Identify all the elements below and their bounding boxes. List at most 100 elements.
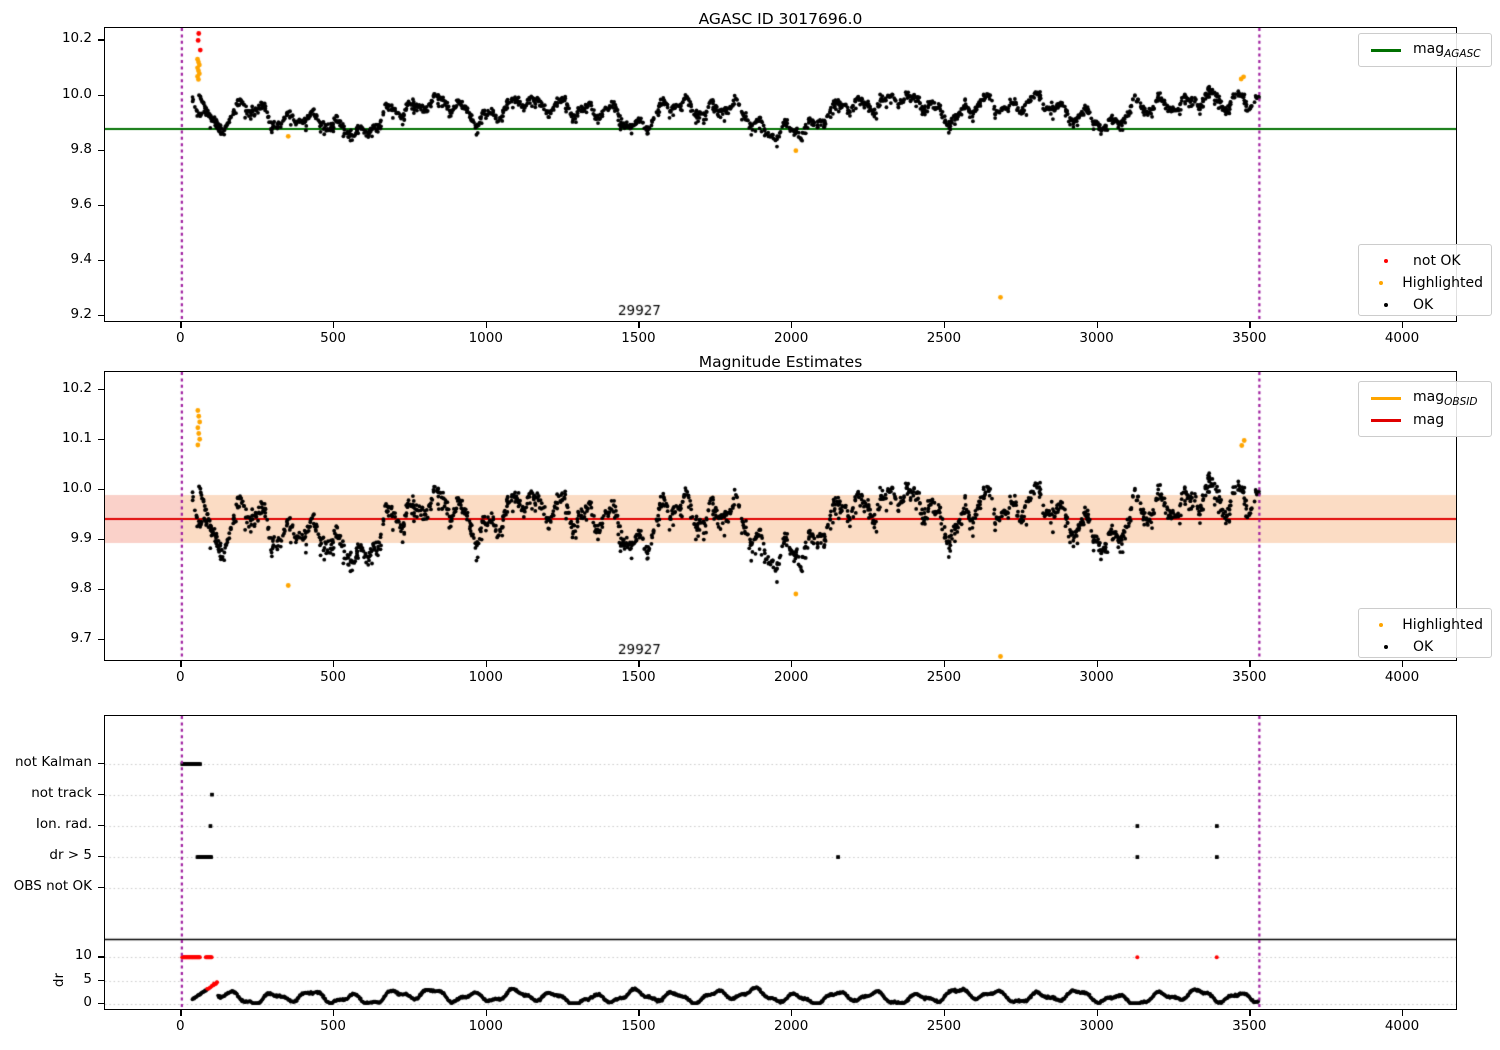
y-tick-label: 9.8 [70,140,92,157]
x-tick [1402,1010,1404,1016]
y-tick [98,438,104,440]
agasc-legend-lines[interactable]: magAGASC [1358,33,1492,67]
x-tick-label: 2000 [774,1018,809,1034]
flags-plot-area[interactable] [104,715,1457,1010]
x-tick [1249,661,1251,667]
y-tick [98,149,104,151]
legend-label: OK [1413,639,1434,655]
y-tick [98,259,104,262]
legend-item[interactable]: Highlighted [1367,614,1483,636]
agasc-legend-markers[interactable]: not OK Highlighted OK [1358,244,1492,316]
y-tick [98,887,104,889]
y-tick [98,315,104,317]
y-tick [98,638,104,640]
x-tick [1249,322,1251,328]
flag-category-label: not track [31,784,92,801]
x-tick [638,322,640,328]
x-tick-label: 2500 [926,1018,962,1034]
y-tick-label: 9.9 [70,529,92,546]
y-tick [98,204,104,206]
dr-tick-label: 5 [83,970,92,987]
y-tick-label: 10.1 [61,429,92,446]
x-tick-label: 3500 [1232,1018,1267,1034]
x-tick-label: 1500 [621,330,656,346]
y-tick [98,1003,104,1005]
x-tick [791,322,793,328]
x-tick-label: 500 [320,1018,346,1034]
x-tick [485,1010,487,1016]
x-tick-label: 3000 [1079,669,1114,685]
x-tick-label: 0 [176,330,185,346]
y-tick [98,39,104,41]
x-tick [1249,1010,1251,1016]
legend-label: Highlighted [1402,275,1483,291]
x-tick-label: 2500 [926,669,962,685]
y-tick-label: 10.2 [61,30,92,47]
x-tick [638,661,640,667]
magnitude-estimates-plot-area[interactable] [104,371,1457,661]
mag-obsid-line-swatch [1367,396,1405,400]
x-tick-label: 3000 [1079,1018,1114,1034]
x-tick-label: 4000 [1384,330,1420,346]
legend-item[interactable]: not OK [1367,250,1483,272]
x-tick [333,322,335,328]
x-tick [485,322,487,328]
legend-label: Highlighted [1402,617,1483,633]
legend-label: not OK [1413,253,1461,269]
x-tick-label: 3000 [1079,330,1114,346]
ok-dot-swatch [1367,303,1405,307]
flag-category-label: not Kalman [14,754,92,770]
highlighted-dot-swatch [1367,623,1394,627]
legend-item[interactable]: OK [1367,636,1483,658]
flag-category-label: OBS not OK [13,878,92,894]
y-tick-label: 9.6 [70,195,92,212]
legend-item[interactable]: magAGASC [1367,39,1483,61]
x-tick-label: 2500 [926,330,962,346]
y-tick-label: 9.2 [70,306,92,323]
x-tick [1096,661,1098,667]
y-tick-label: 9.8 [70,579,92,596]
x-tick-label: 4000 [1384,669,1420,685]
x-tick [943,1010,946,1016]
x-tick-label: 3500 [1232,330,1267,346]
x-tick-label: 0 [176,669,185,685]
x-tick-label: 500 [320,330,346,346]
x-tick-label: 3500 [1232,669,1267,685]
highlighted-dot-swatch [1367,281,1394,285]
x-tick [333,661,335,667]
legend-label: magOBSID [1413,388,1478,408]
y-tick [98,956,104,958]
x-tick [180,1010,182,1016]
flag-category-label: dr > 5 [49,847,92,863]
x-tick [943,322,946,328]
agasc-plot-area[interactable] [104,27,1457,322]
magnitude-legend-markers[interactable]: Highlighted OK [1358,608,1492,658]
x-tick-label: 1500 [621,669,656,685]
y-tick [98,538,104,540]
legend-item[interactable]: magOBSID [1367,387,1483,409]
y-tick-label: 10.0 [61,85,92,102]
legend-item[interactable]: mag [1367,409,1483,431]
y-tick-label: 10.2 [61,379,92,396]
x-tick-label: 1500 [621,1018,656,1034]
panel1-title: AGASC ID 3017696.0 [698,10,863,28]
y-tick-label: 9.7 [70,629,92,646]
mag-agasc-line-swatch [1367,48,1405,52]
x-tick-label: 0 [176,1018,185,1034]
x-tick [180,322,182,328]
x-tick-label: 1000 [468,330,503,346]
y-tick [98,488,104,490]
x-tick-label: 2000 [774,669,809,685]
dr-axis-label: dr [51,972,67,988]
x-tick [1402,322,1404,328]
x-tick-label: 500 [320,669,346,685]
y-tick [98,825,104,827]
magnitude-legend-lines[interactable]: magOBSID mag [1358,381,1492,437]
x-tick-label: 1000 [468,669,503,685]
x-tick-label: 4000 [1384,1018,1420,1034]
legend-item[interactable]: Highlighted [1367,272,1483,294]
y-tick [98,388,104,390]
legend-item[interactable]: OK [1367,294,1483,316]
y-tick [98,588,104,590]
